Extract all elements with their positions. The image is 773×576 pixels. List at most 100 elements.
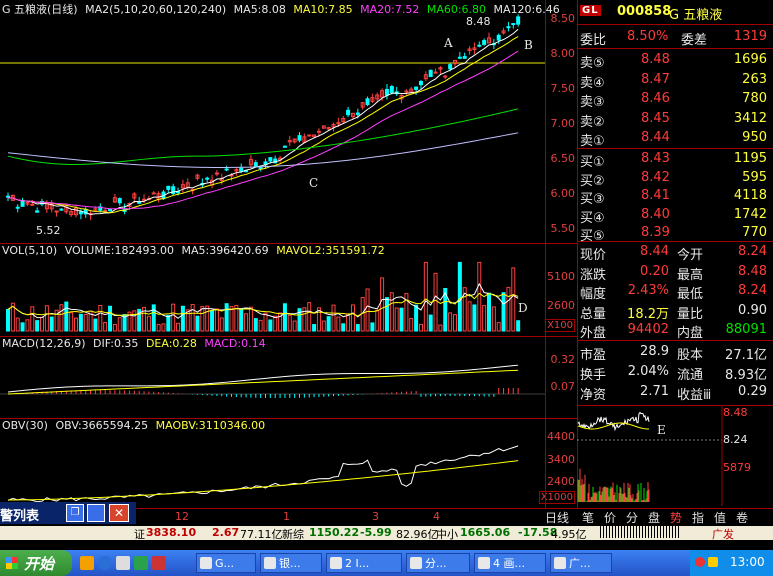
quick-launch-icon[interactable] xyxy=(152,556,166,570)
volume-bar xyxy=(448,312,453,332)
taskbar-item[interactable]: 银... xyxy=(260,553,322,573)
tab-6[interactable]: 指 xyxy=(691,511,704,525)
sell-price: 8.45 xyxy=(641,110,670,126)
candle-body xyxy=(336,122,341,125)
stat-value: 28.9 xyxy=(640,344,669,359)
volume-bar xyxy=(146,315,151,332)
candle-body xyxy=(74,207,79,216)
volume-bar xyxy=(59,304,64,332)
quick-launch-icon[interactable] xyxy=(98,556,112,570)
volume-bar xyxy=(180,305,185,332)
candle-body xyxy=(20,200,25,207)
volume-bar xyxy=(248,306,253,332)
stat-value: 2.04% xyxy=(627,364,669,379)
volume-bar xyxy=(239,309,244,332)
buy-volume: 770 xyxy=(742,225,767,241)
candle-body xyxy=(268,157,273,162)
taskbar-item[interactable]: 2 I... xyxy=(326,553,402,573)
restore-button[interactable]: ❐ xyxy=(66,504,84,522)
quick-launch-icon[interactable] xyxy=(134,556,148,570)
volume-panel[interactable]: VOL(5,10) VOLUME:182493.00 MA5:396420.69… xyxy=(0,243,545,336)
sell-price: 8.47 xyxy=(641,71,670,87)
vol-title: VOL(5,10) xyxy=(2,244,58,257)
volume-bar xyxy=(326,316,331,332)
kline-panel[interactable]: G 五粮液(日线) MA2(5,10,20,60,120,240) MA5:8.… xyxy=(0,0,560,243)
quick-launch-icon[interactable] xyxy=(80,556,94,570)
candle-body xyxy=(171,186,176,195)
candle-body xyxy=(234,169,239,172)
tab-3[interactable]: 分 xyxy=(625,511,638,525)
obv-panel[interactable]: OBV(30) OBV:3665594.25 MAOBV:3110346.00 xyxy=(0,418,545,508)
close-button[interactable]: ✕ xyxy=(109,504,129,522)
candle-body xyxy=(15,206,20,209)
maximize-button[interactable] xyxy=(87,504,105,522)
mid-label: 中小 xyxy=(436,528,458,541)
candle-body xyxy=(350,112,355,118)
alert-window[interactable]: 警列表 ❐ ✕ xyxy=(0,502,136,524)
candle-body xyxy=(40,201,45,205)
candle-body xyxy=(452,59,457,65)
volume-bar xyxy=(496,322,501,332)
tab-7[interactable]: 值 xyxy=(713,511,726,525)
tab-2[interactable]: 价 xyxy=(603,511,616,525)
tab-0[interactable]: 日线 xyxy=(544,511,569,525)
kline-title-bar: G 五粮液(日线) MA2(5,10,20,60,120,240) MA5:8.… xyxy=(2,1,564,17)
candle-body xyxy=(224,168,229,171)
taskbar-item[interactable]: 分... xyxy=(406,553,470,573)
stat-label: 涨跌 xyxy=(580,267,607,283)
candle-body xyxy=(370,97,375,102)
new-change: -5.99 xyxy=(360,526,392,539)
volume-bar xyxy=(297,308,302,332)
candle-body xyxy=(307,134,312,137)
start-button[interactable]: 开始 xyxy=(0,550,72,576)
sell-row: 卖⑤ 8.48 1696 xyxy=(577,50,773,71)
volume-bar xyxy=(336,316,341,332)
taskbar-item[interactable]: 4 画... xyxy=(474,553,546,573)
quick-launch-icon[interactable] xyxy=(116,556,130,570)
tab-1[interactable]: 笔 xyxy=(581,511,594,525)
tab-5[interactable]: 势 xyxy=(669,511,682,525)
candle-body xyxy=(326,127,331,130)
sell-volume: 780 xyxy=(742,91,767,107)
taskbar-item-label: 2 I... xyxy=(345,557,370,570)
volume-bar xyxy=(278,312,283,332)
volume-bar xyxy=(229,306,234,332)
stock-logo: GL xyxy=(580,5,601,16)
taskbar-item[interactable]: 广... xyxy=(550,553,612,573)
tab-8[interactable]: 卷 xyxy=(735,511,748,525)
axis-tick: 0.32 xyxy=(550,353,576,366)
maobv-value: MAOBV:3110346.00 xyxy=(155,419,266,432)
buy-label: 买③ xyxy=(580,192,605,208)
volume-bar xyxy=(506,286,511,332)
sell-volume: 1696 xyxy=(733,52,767,67)
kline-title: G 五粮液(日线) xyxy=(2,3,78,16)
candle-body xyxy=(229,174,234,177)
candle-body xyxy=(477,44,482,47)
volume-bar xyxy=(346,313,351,332)
volume-bar xyxy=(200,306,205,332)
candle-body xyxy=(438,67,443,70)
volume-bar xyxy=(491,306,496,332)
tab-4[interactable]: 盘 xyxy=(647,511,660,525)
macd-panel[interactable]: MACD(12,26,9) DIF:0.35 DEA:0.28 MACD:0.1… xyxy=(0,336,545,418)
mini-intraday-chart[interactable]: 8.48 8.24 5879 E xyxy=(577,406,773,506)
mark-e: E xyxy=(657,423,666,437)
view-tabs: 日线笔价分盘势指值卷 xyxy=(537,508,773,527)
volume-bar xyxy=(433,272,438,332)
volume-bar xyxy=(443,287,448,332)
weicha-label: 委差 xyxy=(681,33,708,48)
candle-body xyxy=(486,37,491,44)
volume-bar xyxy=(78,313,83,332)
tray-icon[interactable] xyxy=(695,557,705,567)
candle-body xyxy=(428,69,433,78)
tray-icon[interactable] xyxy=(708,557,718,567)
volume-bar xyxy=(316,307,321,332)
buy-volume: 4118 xyxy=(733,188,767,204)
taskbar-item[interactable]: G... xyxy=(196,553,256,573)
volume-bar xyxy=(93,318,98,332)
candle-body xyxy=(108,208,113,212)
buy-label: 买② xyxy=(580,173,605,189)
volume-bar xyxy=(49,316,54,332)
candle-body xyxy=(132,193,137,199)
volume-bar xyxy=(428,314,433,332)
